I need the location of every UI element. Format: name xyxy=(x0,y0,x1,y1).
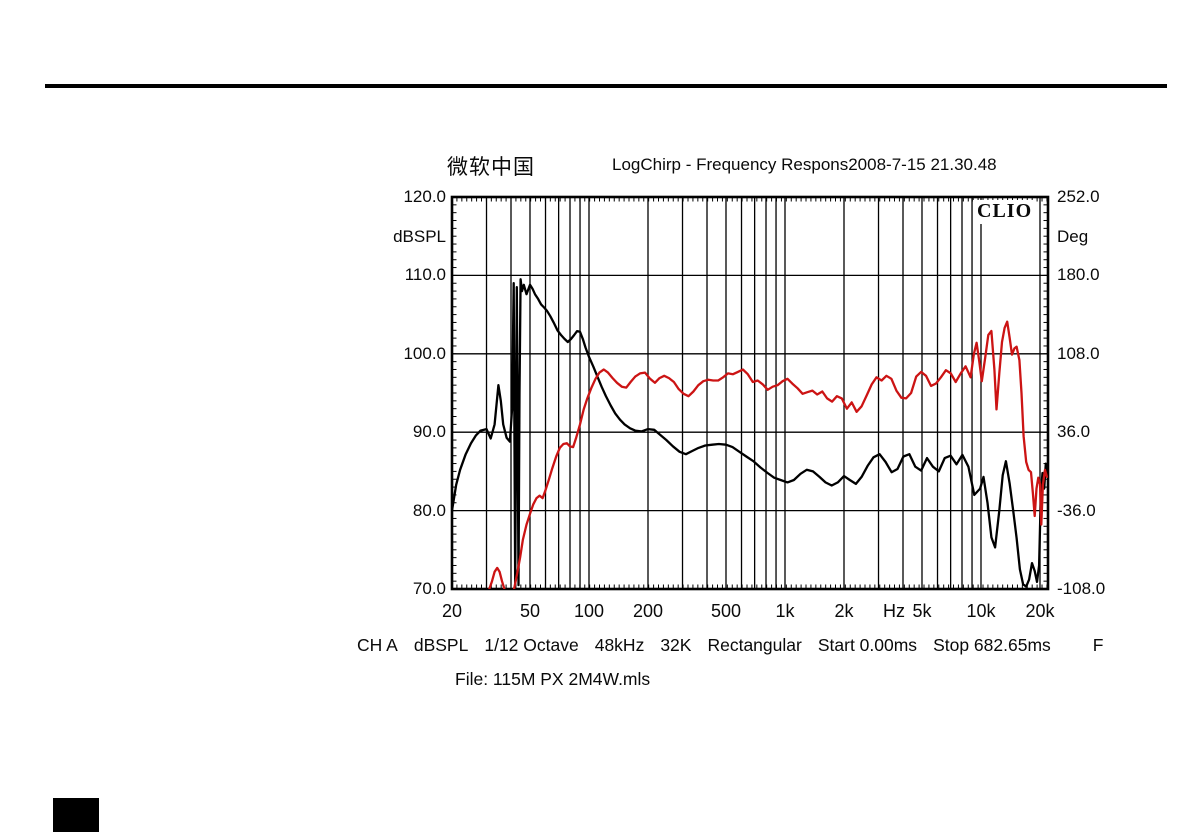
y-axis-left-tick-label: 120.0 xyxy=(403,187,446,206)
measurement-setting-item: CH A xyxy=(357,635,398,655)
measurement-setting-item: Rectangular xyxy=(707,635,802,655)
x-axis-tick-label: 1k xyxy=(775,601,795,621)
y-axis-right-tick-label: 252.0 xyxy=(1057,187,1100,206)
page-divider-rule xyxy=(45,84,1167,88)
frequency-response-plot xyxy=(450,195,1050,591)
file-name-label: File: 115M PX 2M4W.mls xyxy=(455,669,651,689)
measurement-setting-item: F xyxy=(1092,635,1104,655)
x-axis-unit-label: Hz xyxy=(883,601,906,621)
page-number-block xyxy=(53,798,99,832)
y-axis-left-tick-label: 100.0 xyxy=(403,343,446,363)
x-axis-tick-label: 200 xyxy=(632,601,664,621)
x-axis-tick-label: 5k xyxy=(912,601,932,621)
y-axis-right-tick-label: -36.0 xyxy=(1057,500,1096,520)
y-axis-left-unit-label: dBSPL xyxy=(393,227,446,246)
x-axis-tick-label: 20 xyxy=(441,601,463,621)
y-axis-right-tick-label: 36.0 xyxy=(1057,422,1091,442)
measurement-settings-bar: CH A dBSPL 1/12 Octave 48kHz 32K Rectangular S… xyxy=(357,635,1103,656)
x-axis-tick-label: 2k xyxy=(834,601,854,621)
x-axis-tick-label: 50 xyxy=(519,601,540,621)
y-axis-right-tick-label: -108.0 xyxy=(1057,579,1106,598)
x-axis-tick-label: 10k xyxy=(966,601,996,621)
measurement-setting-item: 1/12 Octave xyxy=(484,635,579,655)
y-axis-right-unit-label: Deg xyxy=(1057,227,1089,246)
y-axis-left-tick-label: 70.0 xyxy=(412,579,446,598)
clio-logo: CLIO xyxy=(973,200,1037,224)
measurement-setting-item: Stop 682.65ms xyxy=(933,635,1051,655)
chart-title: LogChirp - Frequency Respons2008-7-15 21… xyxy=(612,155,997,174)
y-axis-left-tick-label: 110.0 xyxy=(404,265,446,285)
y-axis-right-tick-label: 108.0 xyxy=(1057,343,1100,363)
y-axis-right-tick-label: 180.0 xyxy=(1057,265,1100,285)
measurement-setting-item: 48kHz xyxy=(594,635,645,655)
measurement-setting-item: dBSPL xyxy=(413,635,469,655)
measurement-setting-item: Start 0.00ms xyxy=(817,635,918,655)
x-axis-tick-label: 20k xyxy=(1025,601,1055,621)
y-axis-left-tick-label: 90.0 xyxy=(412,422,446,442)
watermark-label: 微软中国 xyxy=(447,156,535,179)
x-axis-tick-label: 500 xyxy=(710,601,742,621)
y-axis-left-tick-label: 80.0 xyxy=(412,500,446,520)
x-axis-tick-label: 100 xyxy=(573,601,605,621)
measurement-setting-item: 32K xyxy=(660,635,692,655)
